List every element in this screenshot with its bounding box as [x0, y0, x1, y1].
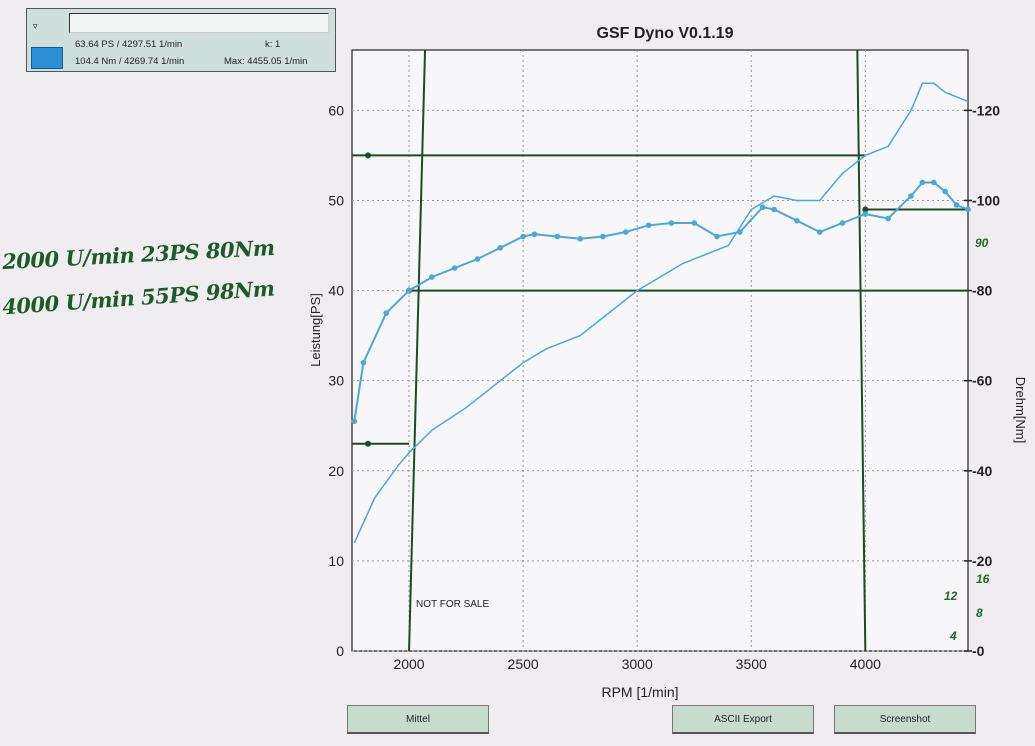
torque-data-point [919, 179, 926, 186]
torque-data-point [406, 287, 412, 294]
torque-data-point [360, 359, 367, 366]
reference-marker [365, 440, 371, 447]
torque-data-point [816, 229, 823, 235]
watermark-text: NOT FOR SALE [416, 599, 489, 610]
torque-data-point [645, 222, 652, 229]
y-tick-label: 60 [328, 102, 344, 118]
torque-data-point [862, 211, 869, 217]
chart-title: GSF Dyno V0.1.19 [597, 25, 734, 42]
plot-area [351, 49, 969, 652]
reference-marker [365, 152, 371, 159]
torque-data-point [759, 204, 766, 211]
handwritten-axis-note: 12 [944, 589, 958, 603]
torque-data-point [794, 217, 800, 224]
torque-data-point [668, 220, 675, 226]
torque-data-point [520, 233, 526, 240]
torque-data-point [474, 256, 481, 262]
y2-tick-label: -80 [972, 283, 992, 299]
torque-data-point [531, 231, 538, 238]
y2-tick-label: -0 [972, 643, 985, 659]
y2-tick-label: -20 [972, 553, 992, 569]
max-rpm-label: Max: 4455.05 1/min [224, 56, 308, 67]
torque-data-point [600, 233, 606, 240]
torque-curve [353, 181, 969, 422]
handwritten-axis-note: 16 [976, 572, 990, 586]
y2-tick-label: -60 [972, 373, 992, 389]
reference-line-vertical [408, 49, 427, 652]
torque-data-point [622, 229, 629, 235]
y2-tick-label: -100 [972, 192, 1000, 208]
handwritten-axis-note: 8 [976, 606, 983, 620]
y-tick-label: 50 [328, 192, 344, 208]
torque-data-point [885, 215, 891, 222]
y-tick-label: 10 [328, 553, 344, 569]
handwritten-axis-note: 90 [975, 236, 989, 250]
torque-data-point [497, 244, 504, 251]
ascii-export-button[interactable]: ASCII Export [672, 705, 814, 734]
curve-color-swatch [31, 47, 63, 69]
y-tick-label: 0 [336, 643, 344, 659]
k-label: k: 1 [265, 39, 281, 50]
torque-data-point [908, 193, 914, 199]
reference-line-vertical [856, 49, 867, 652]
x-axis-label: RPM [1/min] [601, 684, 678, 700]
y-axis-label: Leistung[PS] [308, 293, 323, 367]
y2-axis-label: Drehm[Nm] [1013, 377, 1028, 443]
y-tick-label: 20 [328, 463, 344, 479]
x-tick-label: 3000 [622, 656, 653, 672]
curve-checkbox[interactable]: ▿ [33, 21, 38, 31]
torque-data-point [965, 206, 971, 213]
x-tick-label: 4000 [850, 656, 881, 672]
y2-tick-label: -40 [972, 463, 992, 479]
torque-data-point [953, 202, 960, 208]
torque-data-point [554, 233, 561, 240]
x-tick-label: 2000 [393, 656, 424, 672]
power-readout: 63.64 PS / 4297.51 1/min [75, 39, 183, 50]
torque-data-point [942, 188, 948, 195]
y2-tick-label: -120 [972, 102, 1000, 118]
power-curve [353, 82, 969, 544]
readout-panel: ▿ 63.64 PS / 4297.51 1/min 104.4 Nm / 42… [26, 8, 336, 72]
torque-data-point [383, 310, 390, 316]
torque-data-point [771, 206, 777, 213]
screenshot-button[interactable]: Screenshot [834, 705, 976, 734]
x-tick-label: 2500 [508, 656, 539, 672]
handwritten-axis-note: 4 [949, 629, 957, 643]
y-tick-label: 30 [328, 373, 344, 389]
torque-data-point [351, 418, 358, 425]
torque-data-point [691, 220, 698, 226]
torque-data-point [451, 265, 458, 271]
y-tick-label: 40 [328, 283, 344, 299]
torque-data-point [737, 229, 743, 235]
torque-data-point [839, 220, 846, 226]
torque-readout: 104.4 Nm / 4269.74 1/min [75, 56, 185, 67]
reference-marker [862, 206, 869, 213]
name-input[interactable] [69, 13, 329, 33]
x-tick-label: 3500 [736, 656, 767, 672]
torque-data-point [930, 179, 937, 186]
torque-data-point [714, 233, 720, 240]
torque-data-point [577, 235, 583, 242]
mittel-button[interactable]: Mittel [347, 705, 489, 734]
torque-data-point [429, 274, 435, 280]
